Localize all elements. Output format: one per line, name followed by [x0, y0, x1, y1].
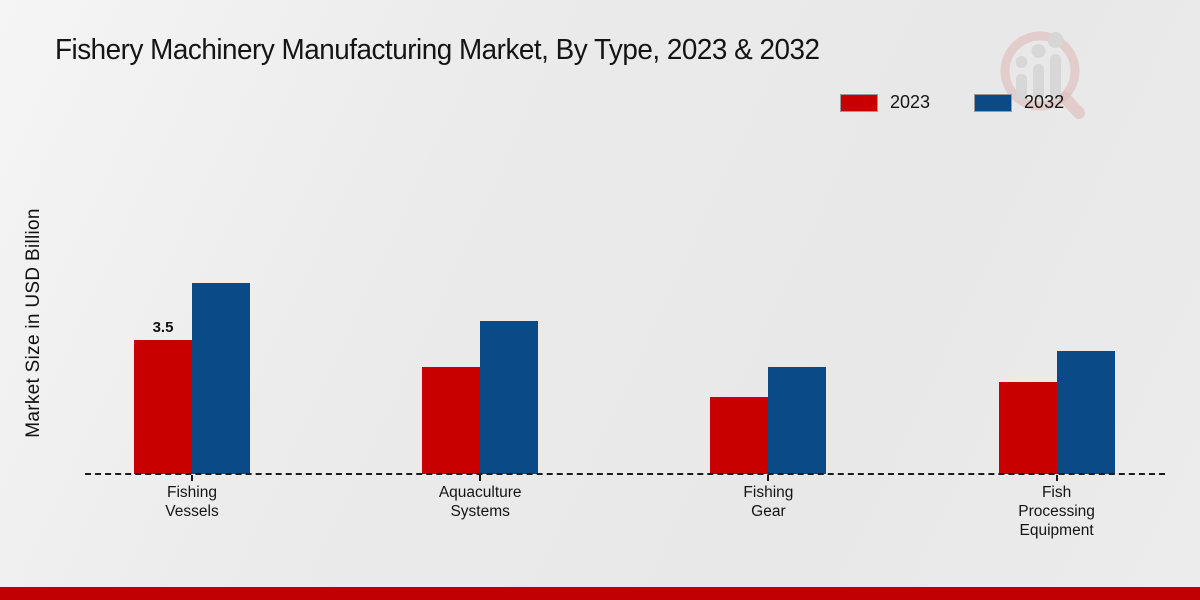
chart-title: Fishery Machinery Manufacturing Market, …	[55, 34, 820, 66]
bar-2032-aquaculture-systems	[480, 320, 539, 474]
footer-accent-bar	[0, 587, 1200, 600]
data-label-2023-fishing-vessels: 3.5	[152, 318, 174, 336]
x-axis-tick-fish-processing-equipment	[1055, 475, 1058, 481]
category-label-fishing-vessels: Fishing Vessels	[165, 484, 219, 521]
x-axis-tick-fishing-vessels	[191, 475, 193, 481]
legend-label-2032: 2032	[1024, 92, 1065, 112]
x-axis-tick-aquaculture-systems	[479, 475, 482, 481]
x-axis-line	[85, 473, 1165, 475]
legend-item-2032[interactable]: 2032	[974, 92, 1064, 113]
bar-2032-fishing-gear	[768, 366, 827, 474]
bar-2023-aquaculture-systems	[422, 366, 481, 474]
category-label-fish-processing-equipment: Fish Processing Equipment	[1018, 484, 1095, 540]
legend-item-2023[interactable]: 2023	[840, 92, 930, 113]
bar-2032-fishing-vessels	[192, 282, 250, 474]
x-axis-tick-fishing-gear	[767, 475, 770, 481]
legend: 2023 2032	[840, 92, 1064, 113]
legend-label-2023: 2023	[890, 92, 931, 112]
legend-swatch-2023	[840, 93, 878, 112]
legend-swatch-2032	[974, 93, 1013, 112]
bar-2023-fish-processing-equipment	[998, 382, 1057, 474]
category-label-aquaculture-systems: Aquaculture Systems	[438, 484, 522, 521]
bar-2032-fish-processing-equipment	[1056, 351, 1115, 474]
bar-2023-fishing-gear	[710, 397, 769, 474]
bar-2023-fishing-vessels	[134, 339, 192, 474]
category-label-fishing-gear: Fishing Gear	[743, 484, 794, 521]
